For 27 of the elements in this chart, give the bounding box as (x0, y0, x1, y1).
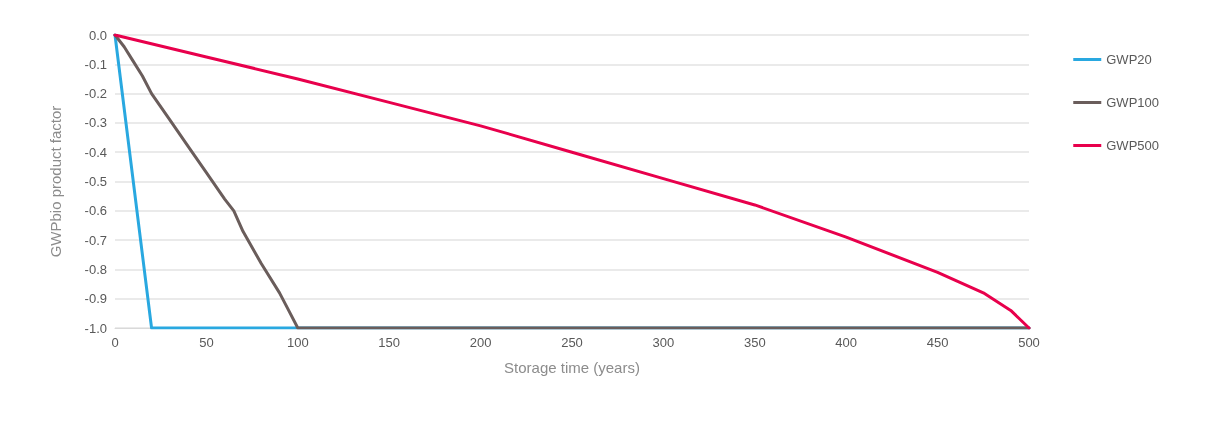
x-tick-label: 0 (111, 335, 119, 350)
x-tick-label: 250 (561, 335, 583, 350)
y-tick-label: -0.2 (84, 86, 107, 102)
x-tick-label: 500 (1018, 335, 1040, 350)
legend-label: GWP100 (1106, 95, 1160, 110)
y-tick-label: -0.9 (84, 291, 107, 307)
y-tick-label: -0.3 (84, 115, 107, 131)
y-tick-label: -0.1 (84, 56, 107, 72)
y-tick-label: -1.0 (84, 320, 107, 336)
y-tick-label: -0.8 (84, 261, 107, 277)
x-tick-label: 150 (378, 335, 401, 350)
x-tick-label: 100 (286, 335, 309, 350)
x-axis-title: Storage time (years) (504, 359, 640, 376)
x-tick-label: 300 (652, 335, 675, 350)
x-tick-label: 350 (743, 335, 766, 350)
legend-label: GWP20 (1106, 52, 1152, 67)
x-tick-label: 50 (199, 335, 214, 350)
y-tick-label: -0.6 (84, 203, 107, 219)
x-tick-label: 400 (835, 335, 858, 350)
x-tick-label: 450 (926, 335, 949, 350)
y-tick-label: -0.5 (84, 174, 107, 189)
y-axis-title: GWPbio product factor (47, 105, 64, 258)
y-tick-label: -0.7 (84, 232, 107, 248)
legend-label: GWP500 (1106, 138, 1160, 153)
x-tick-label: 200 (469, 335, 492, 350)
y-tick-label: -0.4 (84, 144, 107, 160)
y-tick-label: 0.0 (88, 27, 107, 43)
